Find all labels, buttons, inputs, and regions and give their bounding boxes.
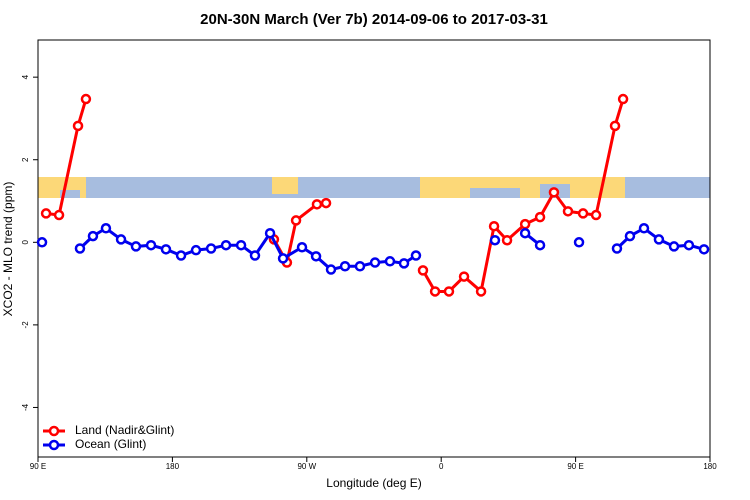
data-point xyxy=(638,223,650,234)
data-point xyxy=(548,187,560,198)
data-point xyxy=(577,208,589,219)
x-tick-label: 0 xyxy=(439,462,444,471)
data-point xyxy=(410,250,422,261)
data-point xyxy=(611,243,623,254)
data-point xyxy=(40,208,52,219)
map-strip xyxy=(38,177,710,198)
data-point xyxy=(443,286,455,297)
data-point xyxy=(683,239,695,251)
data-point xyxy=(190,244,202,256)
data-point xyxy=(573,237,585,248)
data-point xyxy=(277,253,289,264)
x-tick-label: 90 E xyxy=(567,462,583,471)
data-point xyxy=(534,239,546,251)
data-point xyxy=(205,243,217,254)
data-point xyxy=(80,93,92,105)
data-point xyxy=(653,234,665,245)
data-point xyxy=(590,209,602,221)
data-point xyxy=(489,234,501,246)
chart-title: 20N-30N March (Ver 7b) 2014-09-06 to 201… xyxy=(200,11,548,28)
data-point xyxy=(617,93,629,105)
data-point xyxy=(220,239,232,251)
data-point xyxy=(475,286,487,297)
y-tick-label: -4 xyxy=(21,403,30,411)
data-point xyxy=(325,264,337,275)
data-point xyxy=(429,286,441,297)
data-point xyxy=(668,241,680,252)
plot-frame xyxy=(37,39,711,458)
data-point xyxy=(501,234,513,246)
legend-marker xyxy=(48,439,60,451)
data-point xyxy=(53,209,65,221)
data-point xyxy=(74,243,86,254)
x-tick-label: 180 xyxy=(703,462,717,471)
data-point xyxy=(235,239,247,251)
x-tick-label: 90 E xyxy=(30,462,46,471)
data-point xyxy=(519,227,531,239)
data-point xyxy=(417,265,429,276)
x-tick-label: 180 xyxy=(166,462,180,471)
data-point xyxy=(130,241,142,252)
data-point xyxy=(609,120,621,132)
data-point xyxy=(354,261,366,272)
x-tick-label: 90 W xyxy=(297,462,316,471)
data-point xyxy=(488,220,500,232)
data-point xyxy=(145,239,157,251)
data-point xyxy=(175,250,187,261)
data-point xyxy=(698,244,710,255)
data-point xyxy=(519,218,531,230)
data-point xyxy=(310,251,322,262)
data-point xyxy=(249,250,261,261)
data-point xyxy=(458,271,470,282)
data-point xyxy=(339,261,351,272)
data-point xyxy=(369,257,381,268)
legend-label: Land (Nadir&Glint) xyxy=(75,423,174,437)
data-point xyxy=(290,215,302,226)
data-point xyxy=(534,211,546,223)
y-tick-label: 4 xyxy=(21,74,30,79)
data-point xyxy=(624,230,636,242)
data-point xyxy=(398,258,410,269)
x-axis-label: Longitude (deg E) xyxy=(326,476,421,490)
data-point xyxy=(311,199,323,210)
data-point xyxy=(296,242,308,253)
data-point xyxy=(562,206,574,217)
data-point xyxy=(264,227,276,239)
data-point xyxy=(87,230,99,242)
legend-marker xyxy=(48,425,60,437)
y-axis-label: XCO2 - MLO trend (ppm) xyxy=(1,182,15,317)
data-point xyxy=(100,223,112,234)
y-tick-label: 2 xyxy=(21,157,30,162)
data-point xyxy=(115,234,127,245)
data-point xyxy=(384,256,396,267)
data-point xyxy=(72,120,84,132)
legend-label: Ocean (Glint) xyxy=(75,437,146,451)
data-point xyxy=(320,197,332,209)
data-point xyxy=(160,244,172,255)
y-tick-label: -2 xyxy=(21,321,30,329)
y-tick-label: 0 xyxy=(21,240,30,245)
data-point xyxy=(36,237,48,248)
